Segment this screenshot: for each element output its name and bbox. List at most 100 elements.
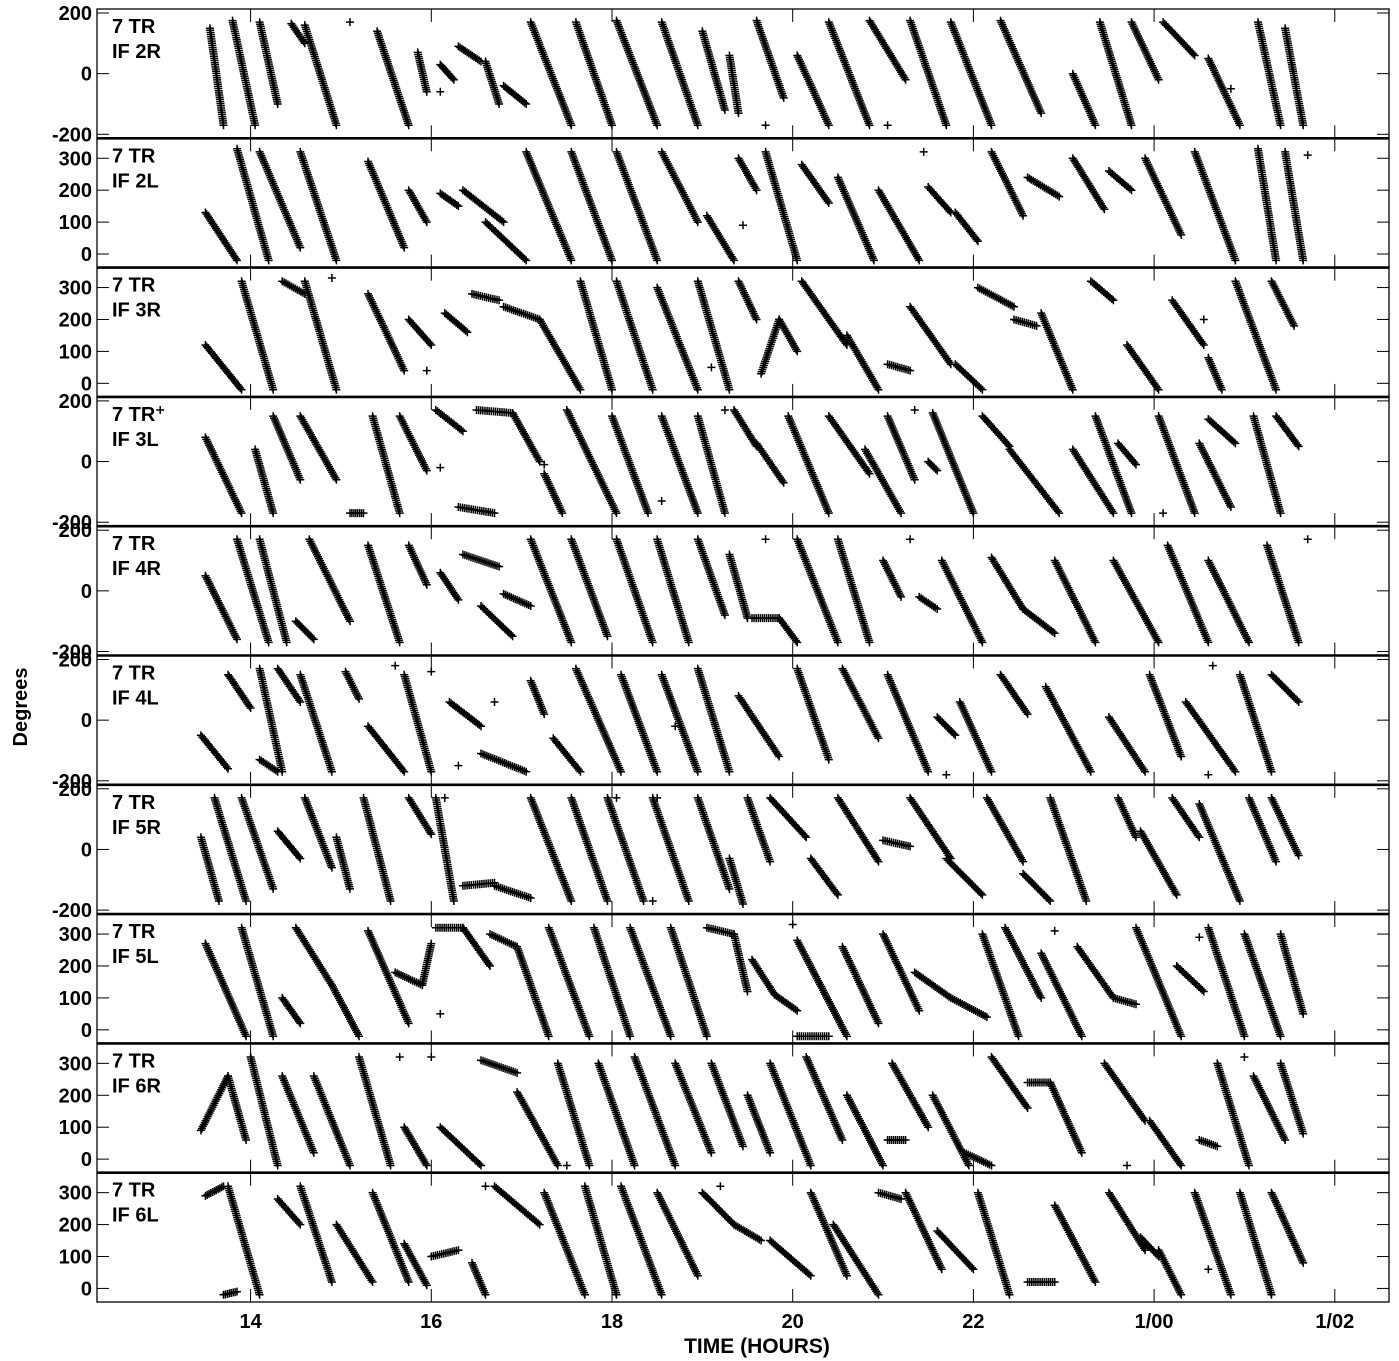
data-point bbox=[761, 121, 770, 130]
y-tick-label: 300 bbox=[59, 148, 92, 170]
data-point bbox=[793, 51, 802, 60]
data-point bbox=[1091, 121, 1100, 130]
data-point bbox=[1073, 79, 1082, 88]
data-point bbox=[818, 107, 827, 116]
data-point bbox=[693, 121, 702, 130]
panel-label-antenna: 7 TR bbox=[112, 145, 156, 167]
data-point bbox=[156, 406, 165, 414]
data-point bbox=[901, 75, 910, 84]
data-point bbox=[231, 254, 240, 263]
y-tick-label: 200 bbox=[59, 309, 92, 331]
panel-frame bbox=[96, 8, 1390, 139]
data-point bbox=[332, 121, 341, 130]
y-tick-label: 200 bbox=[59, 391, 92, 413]
data-point bbox=[1083, 103, 1092, 112]
data-point bbox=[1037, 109, 1046, 118]
y-tick-label: 200 bbox=[59, 520, 92, 542]
data-point bbox=[1234, 117, 1243, 126]
data-point bbox=[475, 56, 484, 65]
data-point bbox=[1088, 115, 1097, 124]
data-point bbox=[1209, 66, 1218, 75]
data-point bbox=[448, 74, 457, 83]
data-point bbox=[1232, 113, 1241, 122]
data-point bbox=[608, 121, 616, 130]
data-point bbox=[1127, 121, 1136, 130]
panel-label-if: IF 3L bbox=[112, 429, 159, 451]
y-tick-label: 0 bbox=[81, 581, 92, 603]
data-point bbox=[1068, 69, 1077, 78]
data-point bbox=[422, 366, 431, 375]
panel-label-if: IF 2R bbox=[112, 41, 161, 63]
y-tick-label: 0 bbox=[81, 452, 92, 474]
data-point bbox=[919, 147, 928, 156]
data-point bbox=[734, 109, 743, 118]
data-point bbox=[779, 93, 788, 102]
data-point bbox=[422, 87, 431, 96]
data-point bbox=[1204, 54, 1213, 63]
data-point bbox=[1217, 82, 1226, 90]
data-point bbox=[1303, 151, 1312, 160]
panel-label-if: IF 4R bbox=[112, 558, 161, 580]
panel-label-if: IF 2L bbox=[112, 170, 159, 192]
data-point bbox=[1211, 70, 1220, 79]
panel-label-antenna: 7 TR bbox=[112, 533, 156, 555]
data-point bbox=[906, 366, 915, 375]
panel-label-if: IF 3R bbox=[112, 300, 161, 322]
data-point bbox=[359, 509, 368, 518]
data-point bbox=[1222, 91, 1230, 100]
data-point bbox=[987, 121, 996, 130]
data-point bbox=[942, 121, 951, 130]
data-point bbox=[522, 100, 531, 108]
data-point bbox=[1235, 121, 1244, 130]
data-point bbox=[653, 121, 662, 130]
data-point bbox=[520, 98, 529, 107]
data-point bbox=[1299, 121, 1308, 130]
data-point bbox=[219, 121, 228, 130]
panel-label-antenna: 7 TR bbox=[112, 404, 156, 426]
data-point bbox=[1199, 315, 1208, 324]
y-tick-label: 100 bbox=[59, 212, 92, 234]
data-point bbox=[805, 79, 814, 88]
data-point bbox=[273, 100, 282, 108]
data-point bbox=[1226, 101, 1235, 110]
data-point bbox=[251, 121, 260, 130]
data-point bbox=[567, 121, 576, 130]
data-point bbox=[1151, 69, 1160, 78]
panel-2: 0 100 200 300 7 TR IF 2L bbox=[59, 137, 1390, 269]
data-point bbox=[1032, 321, 1041, 330]
data-point bbox=[720, 106, 729, 114]
data-point bbox=[910, 406, 919, 414]
data-point bbox=[720, 406, 729, 414]
y-tick-label: 100 bbox=[59, 341, 92, 363]
data-point bbox=[1190, 51, 1199, 60]
data-point bbox=[346, 18, 354, 27]
data-point bbox=[900, 73, 909, 82]
data-point bbox=[1207, 60, 1216, 69]
data-point bbox=[1078, 91, 1087, 100]
data-point bbox=[436, 87, 445, 96]
data-point bbox=[1144, 53, 1153, 62]
data-point bbox=[495, 100, 504, 108]
y-tick-label: 0 bbox=[81, 244, 92, 266]
y-tick-label: 300 bbox=[59, 278, 92, 300]
data-point bbox=[327, 274, 336, 282]
data-point bbox=[436, 463, 445, 472]
data-point bbox=[1226, 84, 1235, 93]
panel-label-antenna: 7 TR bbox=[112, 275, 156, 297]
data-point bbox=[824, 121, 833, 130]
y-tick-label: 200 bbox=[59, 180, 92, 202]
data-point bbox=[1224, 97, 1233, 106]
y-tick-label: -200 bbox=[52, 124, 92, 146]
data-point bbox=[449, 75, 458, 84]
data-point bbox=[1154, 75, 1163, 84]
data-point bbox=[707, 363, 716, 372]
data-point bbox=[1189, 49, 1198, 58]
data-point bbox=[657, 497, 666, 505]
data-point bbox=[865, 121, 874, 130]
